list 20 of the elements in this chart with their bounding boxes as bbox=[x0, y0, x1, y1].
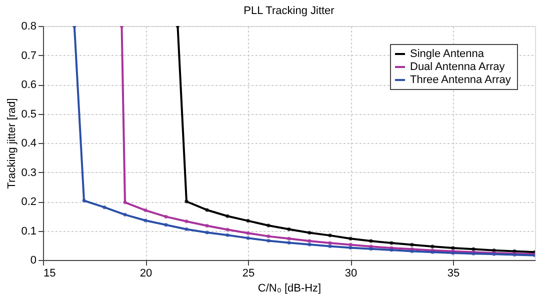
y-tick-label: 0 bbox=[30, 254, 36, 266]
y-tick-label: 0.2 bbox=[21, 196, 36, 208]
y-tick-label: 0.7 bbox=[21, 50, 36, 62]
x-axis-title: C/N₀ [dB-Hz] bbox=[258, 282, 322, 294]
y-tick-label: 0.5 bbox=[21, 108, 36, 120]
y-tick-label: 0.8 bbox=[21, 20, 36, 32]
legend-label: Three Antenna Array bbox=[410, 74, 512, 86]
y-tick-label: 0.6 bbox=[21, 79, 36, 91]
y-tick-label: 0.3 bbox=[21, 166, 36, 179]
legend-label: Dual Antenna Array bbox=[410, 61, 506, 73]
y-tick-label: 0.4 bbox=[21, 138, 36, 150]
chart-title: PLL Tracking Jitter bbox=[244, 5, 335, 17]
x-tick-label: 30 bbox=[344, 268, 358, 280]
y-axis-title: Tracking jitter [rad] bbox=[6, 98, 18, 189]
x-tick-label: 15 bbox=[44, 268, 56, 280]
x-tick-label: 25 bbox=[242, 268, 255, 280]
legend-label: Single Antenna bbox=[410, 48, 485, 60]
y-tick-label: 0.1 bbox=[21, 225, 36, 238]
x-tick-label: 20 bbox=[140, 268, 152, 280]
x-tick-label: 35 bbox=[447, 268, 460, 280]
